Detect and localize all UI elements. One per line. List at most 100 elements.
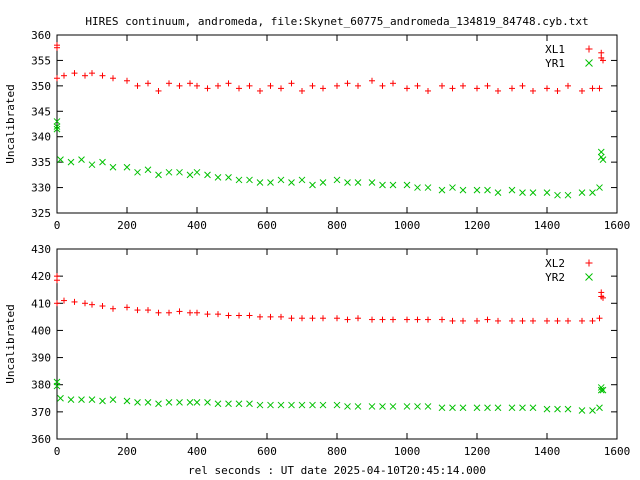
data-point xyxy=(369,77,375,84)
data-point xyxy=(215,311,221,318)
y-axis-label: Uncalibrated xyxy=(4,84,17,163)
data-point xyxy=(246,82,253,89)
series-XL2 xyxy=(54,273,606,324)
data-point xyxy=(123,397,131,405)
data-point xyxy=(519,82,526,89)
data-point xyxy=(176,82,183,89)
data-point xyxy=(54,300,60,307)
data-point xyxy=(390,80,396,87)
x-tick-label: 600 xyxy=(257,445,277,458)
data-point xyxy=(176,308,183,315)
y-axis-label: Uncalibrated xyxy=(4,304,17,383)
data-point xyxy=(354,403,362,410)
data-point xyxy=(267,313,274,320)
data-point xyxy=(460,82,466,89)
data-point xyxy=(344,80,351,87)
data-point xyxy=(144,166,152,174)
data-point xyxy=(145,80,151,87)
data-point xyxy=(298,176,306,184)
data-point xyxy=(257,313,263,320)
data-point xyxy=(596,404,603,412)
data-point xyxy=(438,186,446,194)
data-point xyxy=(599,156,607,163)
y-tick-label: 400 xyxy=(31,324,51,337)
x-tick-label: 200 xyxy=(117,219,137,232)
x-tick-label: 1000 xyxy=(394,445,421,458)
y-tick-label: 360 xyxy=(31,29,51,42)
data-point xyxy=(53,382,61,390)
data-point xyxy=(379,181,386,189)
data-point xyxy=(403,181,411,189)
data-point xyxy=(176,168,183,176)
top-panel: 325 330 335 340 345 350 355 360 0 200 400 600 800 100… xyxy=(4,29,630,232)
y-tick-label: 380 xyxy=(31,379,51,392)
data-point xyxy=(597,386,605,394)
data-point xyxy=(599,386,607,394)
x-axis-label: rel seconds : UT date 2025-04-10T20:45:1… xyxy=(188,464,486,477)
y-tick-label: 430 xyxy=(31,243,51,256)
data-point xyxy=(71,298,78,305)
data-point xyxy=(379,403,386,410)
data-point xyxy=(78,396,85,403)
data-point xyxy=(99,158,106,166)
data-point xyxy=(333,401,341,409)
data-point xyxy=(57,156,64,163)
data-point xyxy=(186,171,194,179)
data-point xyxy=(246,312,253,319)
data-point xyxy=(214,400,222,408)
data-point xyxy=(155,171,162,179)
data-point xyxy=(579,317,585,324)
data-point xyxy=(404,316,410,323)
legend-marker xyxy=(585,59,593,67)
data-point xyxy=(124,77,130,84)
data-point xyxy=(509,85,515,92)
data-point xyxy=(82,300,88,307)
data-point xyxy=(57,394,64,402)
data-point xyxy=(246,176,253,184)
data-point xyxy=(82,72,88,79)
data-point xyxy=(484,404,491,412)
data-point xyxy=(449,85,456,92)
data-point xyxy=(495,87,501,94)
data-point xyxy=(204,311,211,318)
data-point xyxy=(288,80,295,87)
data-point xyxy=(544,317,550,324)
data-point xyxy=(424,184,432,191)
data-point xyxy=(204,171,211,179)
data-point xyxy=(214,174,222,181)
data-point xyxy=(53,123,61,130)
data-point xyxy=(54,44,60,51)
data-point xyxy=(236,85,242,92)
data-point xyxy=(109,396,117,403)
data-point xyxy=(543,405,551,413)
data-point xyxy=(88,396,96,403)
data-point xyxy=(389,181,397,189)
data-point xyxy=(544,85,550,92)
legend-marker xyxy=(585,273,593,281)
data-point xyxy=(508,186,516,194)
data-point xyxy=(334,82,340,89)
data-point xyxy=(99,397,106,405)
data-point xyxy=(334,315,340,322)
data-point xyxy=(144,399,152,406)
data-point xyxy=(256,401,264,409)
data-point xyxy=(166,309,172,316)
x-tick-label: 1400 xyxy=(534,445,561,458)
data-point xyxy=(155,309,162,316)
series-YR1 xyxy=(53,118,607,199)
data-point xyxy=(589,85,596,92)
data-point xyxy=(530,87,536,94)
data-point xyxy=(53,118,61,125)
data-point xyxy=(529,404,537,412)
data-point xyxy=(473,186,481,194)
data-point xyxy=(256,179,264,186)
data-point xyxy=(235,176,243,184)
data-point xyxy=(449,317,456,324)
data-point xyxy=(166,80,172,87)
data-point xyxy=(88,161,96,169)
x-tick-label: 800 xyxy=(327,219,347,232)
data-point xyxy=(333,176,341,184)
data-point xyxy=(565,82,571,89)
data-point xyxy=(589,407,596,414)
